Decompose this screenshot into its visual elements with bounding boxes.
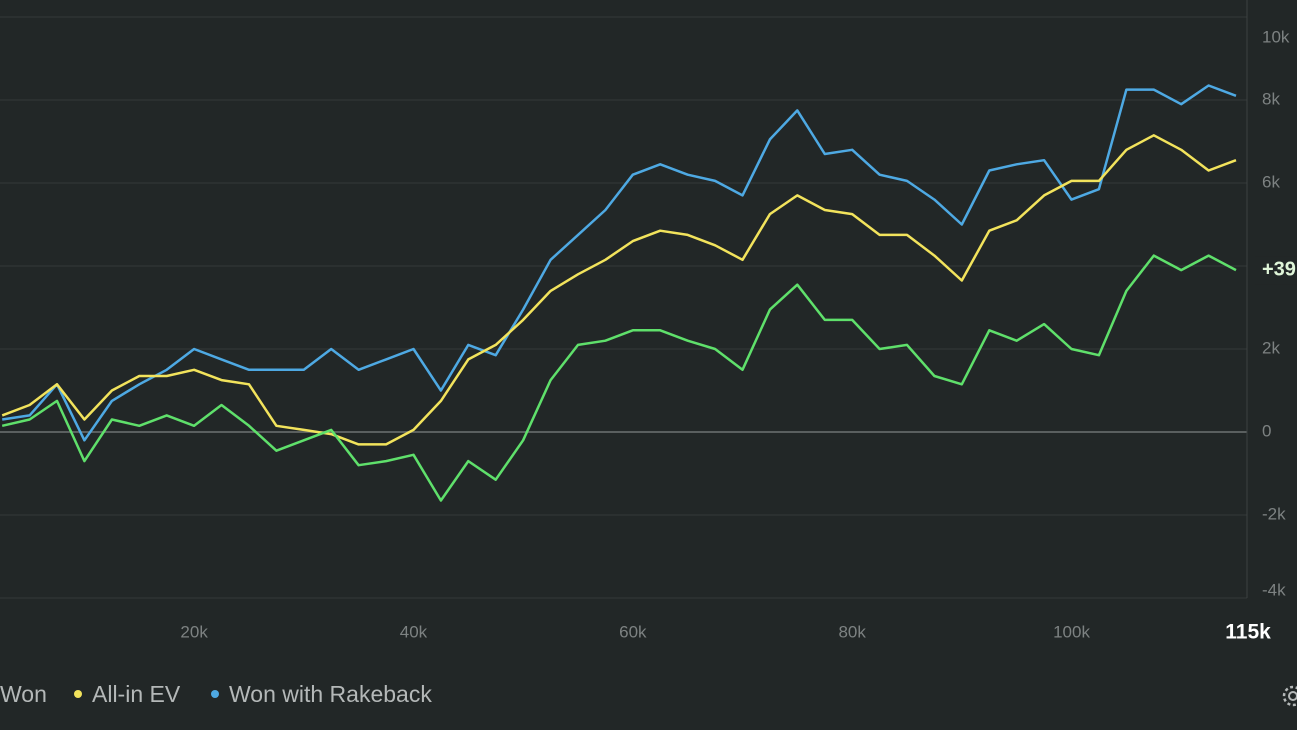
gear-teeth xyxy=(1282,685,1297,707)
x-tick-label: 100k xyxy=(1053,622,1090,641)
x-tick-label: 80k xyxy=(838,622,866,641)
legend-dot xyxy=(211,690,219,698)
legend-dot xyxy=(74,690,82,698)
end-label-bg xyxy=(1255,256,1297,285)
x-end-label: 115k xyxy=(1225,621,1271,644)
x-tick-label: 40k xyxy=(400,622,428,641)
series-line xyxy=(2,84,1237,442)
x-tick-label: 60k xyxy=(619,622,647,641)
x-tick-label: 20k xyxy=(180,622,208,641)
y-tick-label: 0 xyxy=(1262,421,1271,440)
y-tick-label: -4k xyxy=(1262,580,1286,599)
y-tick-label: 8k xyxy=(1262,89,1280,108)
series-line xyxy=(1,254,1237,502)
y-tick-label: 2k xyxy=(1262,338,1280,357)
end-label: +39 xyxy=(1262,258,1296,280)
y-tick-label: 6k xyxy=(1262,172,1280,191)
settings-icon[interactable] xyxy=(1282,685,1297,707)
gear-hub xyxy=(1288,691,1297,701)
series-line xyxy=(1,134,1237,446)
legend-label: All-in EV xyxy=(92,681,181,707)
legend-label: Won xyxy=(0,681,47,707)
y-tick-label: 10k xyxy=(1262,27,1290,46)
legend-label: Won with Rakeback xyxy=(229,681,432,707)
y-tick-label: -2k xyxy=(1262,504,1286,523)
